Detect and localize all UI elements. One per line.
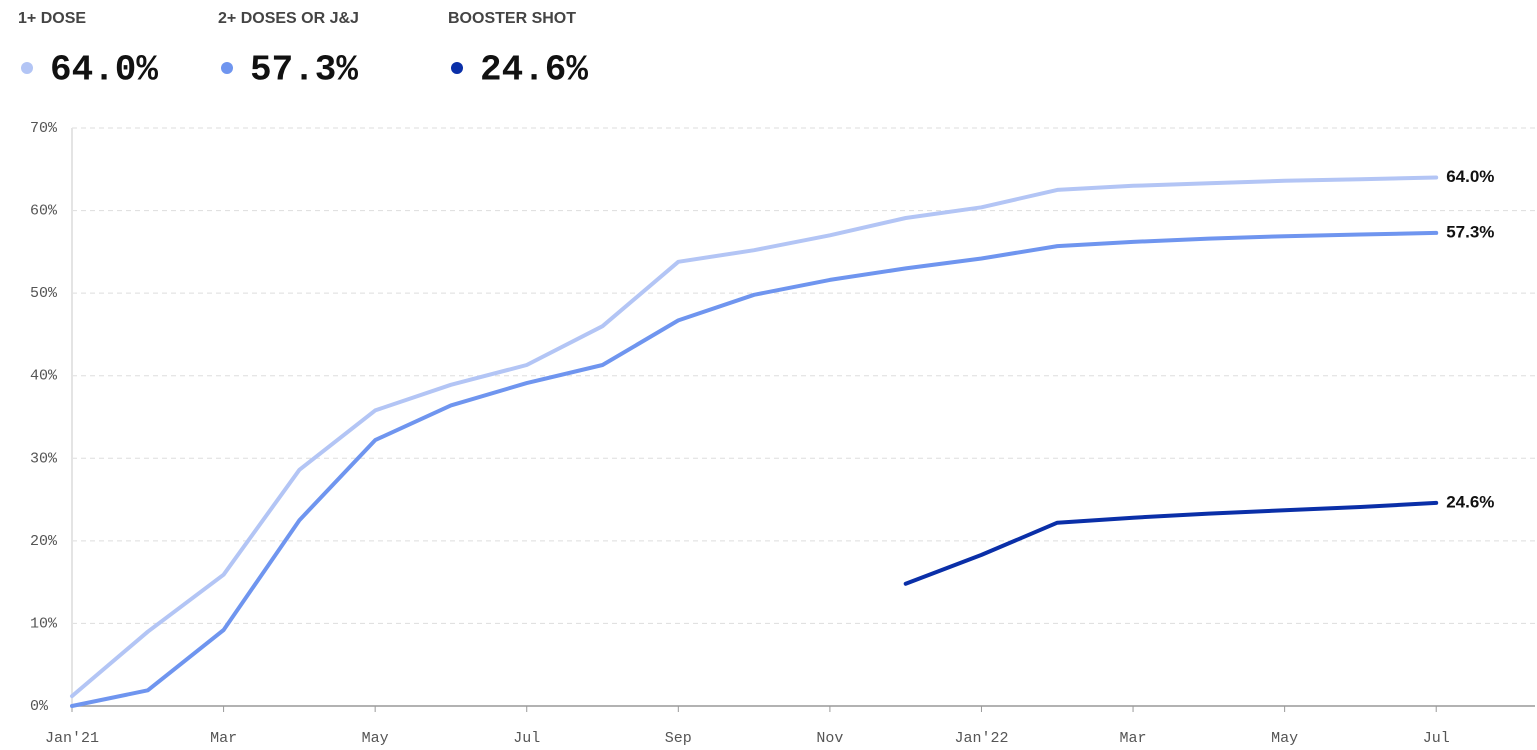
x-tick-label: Jan'22 — [954, 730, 1008, 747]
legend-dot — [221, 62, 233, 74]
y-tick-label: 60% — [30, 203, 58, 220]
legend-label: BOOSTER SHOT — [448, 10, 576, 27]
x-tick-label: Mar — [1120, 730, 1147, 747]
y-tick-label: 20% — [30, 533, 58, 550]
series-line — [70, 230, 1439, 708]
y-tick-label: 50% — [30, 285, 58, 302]
end-label: 24.6% — [1446, 492, 1494, 511]
legend-dot — [451, 62, 463, 74]
legend-value: 57.3% — [250, 50, 358, 91]
y-tick-label: 30% — [30, 450, 58, 467]
end-label: 64.0% — [1446, 167, 1494, 186]
series-line — [70, 175, 1439, 699]
legend-value: 24.6% — [480, 50, 588, 91]
x-tick-label: Jul — [1423, 730, 1450, 747]
y-tick-label: 0% — [30, 698, 49, 715]
x-tick-label: Mar — [210, 730, 237, 747]
x-tick-label: Sep — [665, 730, 692, 747]
y-tick-label: 10% — [30, 615, 58, 632]
legend-value: 64.0% — [50, 50, 158, 91]
series-line — [903, 500, 1439, 586]
y-tick-label: 40% — [30, 368, 58, 385]
x-tick-label: May — [362, 730, 389, 747]
x-tick-label: May — [1271, 730, 1298, 747]
legend-label: 1+ DOSE — [18, 10, 86, 27]
y-tick-label: 70% — [30, 120, 58, 137]
end-label: 57.3% — [1446, 222, 1494, 241]
x-tick-label: Jul — [513, 730, 540, 747]
legend-dot — [21, 62, 33, 74]
x-tick-label: Nov — [816, 730, 843, 747]
legend-label: 2+ DOSES OR J&J — [218, 10, 359, 27]
x-tick-label: Jan'21 — [45, 730, 99, 747]
